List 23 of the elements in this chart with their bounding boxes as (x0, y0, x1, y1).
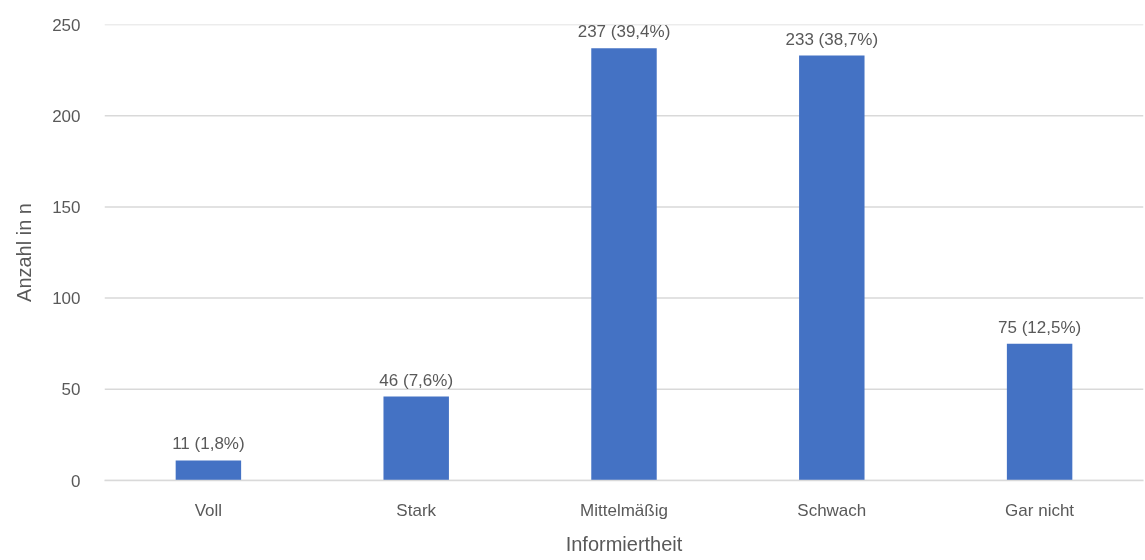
x-tick-label: Gar nicht (1005, 500, 1075, 520)
x-tick-label: Schwach (797, 500, 867, 520)
y-tick-label: 250 (52, 15, 81, 35)
bar (1006, 343, 1073, 481)
bar (591, 48, 657, 481)
bar (799, 55, 865, 481)
x-tick-label: Stark (396, 500, 437, 520)
x-tick-label: Voll (194, 500, 223, 520)
x-tick-label: Mittelmäßig (580, 500, 668, 520)
data-label: 11 (1,8%) (172, 434, 245, 454)
y-tick-label: 100 (52, 289, 81, 309)
data-label: 46 (7,6%) (379, 370, 454, 390)
data-label: 237 (39,4%) (577, 22, 671, 42)
bar (383, 396, 449, 481)
y-tick-label: 50 (61, 380, 81, 400)
y-tick-label: 200 (52, 106, 81, 126)
y-axis-title: Anzahl in n (13, 203, 36, 302)
bar (175, 460, 242, 481)
data-label: 75 (12,5%) (998, 317, 1082, 337)
y-tick-label: 0 (71, 471, 81, 491)
x-axis-title: Informiertheit (565, 532, 683, 555)
data-label: 233 (38,7%) (785, 29, 879, 49)
y-tick-label: 150 (52, 197, 81, 217)
